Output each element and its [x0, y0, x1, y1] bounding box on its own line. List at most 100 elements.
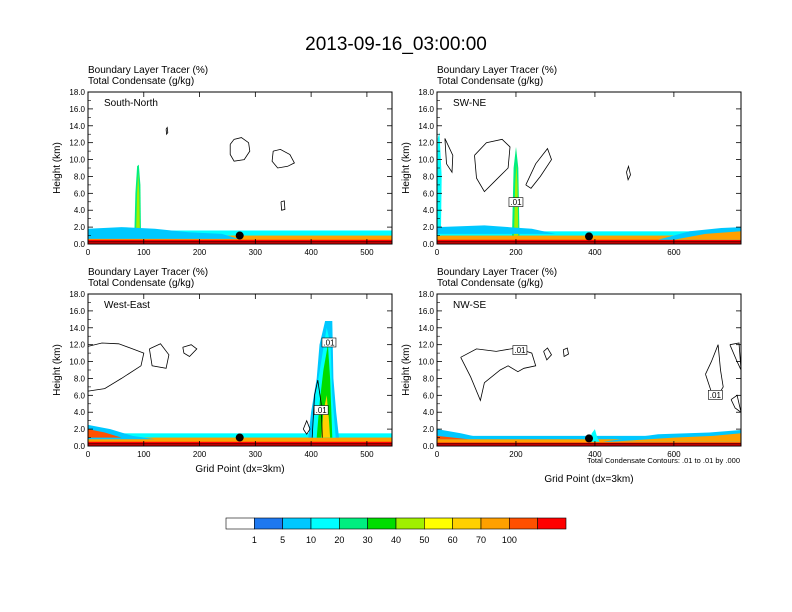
condensate-contour — [302, 419, 311, 435]
x-tick-label: 0 — [435, 248, 440, 257]
field-label-condensate: Total Condensate (g/kg) — [88, 76, 194, 87]
location-marker — [235, 433, 244, 442]
colorbar-swatch — [452, 517, 482, 530]
colorbar-label: 50 — [419, 535, 429, 545]
y-tick-label: 8.0 — [423, 172, 435, 181]
colorbar-swatch — [282, 517, 312, 530]
condensate-contour — [543, 347, 552, 361]
colorbar-label: 10 — [306, 535, 316, 545]
plot-frame — [87, 293, 393, 447]
contour-label-box — [708, 390, 723, 400]
x-tick-label: 300 — [249, 248, 263, 257]
condensate-contour — [525, 147, 552, 189]
condensate-contour — [149, 343, 170, 369]
field-label-tracer: Boundary Layer Tracer (%) — [88, 267, 208, 278]
y-axis-label: Height (km) — [401, 142, 412, 194]
x-tick-label: 0 — [86, 248, 91, 257]
y-tick-label: 6.0 — [423, 189, 435, 198]
condensate-contour — [182, 344, 198, 358]
tracer-plume — [437, 132, 442, 236]
y-axis-label: Height (km) — [52, 344, 63, 396]
colorbar-label: 5 — [280, 535, 285, 545]
colorbar-swatch — [254, 517, 283, 530]
condensate-contour — [311, 380, 323, 438]
field-label-condensate: Total Condensate (g/kg) — [437, 278, 543, 289]
figure-title: 2013-09-16_03:00:00 — [305, 34, 487, 55]
y-tick-label: 10.0 — [69, 156, 85, 165]
x-tick-label: 200 — [509, 450, 523, 459]
panel-name: NW-SE — [453, 300, 486, 311]
x-tick-label: 500 — [360, 450, 374, 459]
contour-label-box — [313, 405, 329, 415]
contour-label: .01 — [323, 338, 335, 347]
y-tick-label: 18.0 — [69, 88, 85, 97]
tracer-plume — [321, 395, 331, 438]
condensate-contour — [444, 138, 454, 174]
y-tick-label: 8.0 — [74, 374, 86, 383]
condensate-contour — [271, 148, 295, 169]
y-tick-label: 0.0 — [74, 442, 86, 451]
panel-west-east: Boundary Layer Tracer (%)Total Condensat… — [52, 267, 393, 459]
colorbar-swatch — [424, 517, 453, 530]
colorbar-label: 70 — [476, 535, 486, 545]
y-tick-label: 0.0 — [423, 442, 435, 451]
y-tick-label: 10.0 — [418, 156, 434, 165]
condensate-contour — [460, 347, 537, 402]
colorbar-swatch — [480, 517, 510, 530]
y-tick-label: 18.0 — [418, 88, 434, 97]
y-tick-label: 16.0 — [69, 307, 85, 316]
contour-label-box — [508, 197, 524, 207]
x-axis-label-west-east: Grid Point (dx=3km) — [195, 464, 284, 475]
tracer-plume — [88, 227, 239, 239]
tracer-plume — [437, 435, 469, 440]
tracer-shading — [88, 126, 392, 244]
x-tick-label: 400 — [304, 450, 318, 459]
y-tick-label: 12.0 — [418, 341, 434, 350]
y-tick-label: 4.0 — [423, 408, 435, 417]
y-tick-label: 12.0 — [69, 139, 85, 148]
y-tick-label: 14.0 — [69, 122, 85, 131]
x-tick-label: 600 — [667, 450, 681, 459]
y-tick-label: 0.0 — [423, 240, 435, 249]
y-tick-label: 8.0 — [423, 374, 435, 383]
y-tick-label: 4.0 — [74, 206, 86, 215]
y-tick-label: 14.0 — [69, 324, 85, 333]
colorbar-swatch — [310, 517, 340, 530]
y-tick-label: 16.0 — [69, 105, 85, 114]
condensate-contour — [474, 138, 511, 193]
colorbar-swatch — [395, 517, 425, 530]
colorbar-label: 100 — [502, 535, 517, 545]
colorbar-label: 40 — [391, 535, 401, 545]
contour-footnote: Total Condensate Contours: .01 to .01 by… — [587, 456, 740, 465]
tracer-shading — [437, 342, 741, 446]
field-label-condensate: Total Condensate (g/kg) — [88, 278, 194, 289]
colorbar-swatch — [367, 517, 397, 530]
panel-south-north: Boundary Layer Tracer (%)Total Condensat… — [52, 65, 393, 257]
y-tick-label: 2.0 — [423, 425, 435, 434]
y-axis-label: Height (km) — [401, 344, 412, 396]
panel-name: West-East — [104, 300, 150, 311]
y-tick-label: 12.0 — [69, 341, 85, 350]
y-tick-label: 14.0 — [418, 324, 434, 333]
x-axis-label-nw-se: Grid Point (dx=3km) — [544, 474, 633, 485]
panel-name: SW-NE — [453, 98, 486, 109]
colorbar-swatch — [537, 517, 567, 530]
tracer-shading — [437, 132, 741, 244]
y-tick-label: 2.0 — [74, 425, 86, 434]
panels: Boundary Layer Tracer (%)Total Condensat… — [52, 65, 742, 459]
condensate-contour — [88, 342, 145, 392]
tracer-plume — [437, 225, 556, 234]
panel-sw-ne: Boundary Layer Tracer (%)Total Condensat… — [401, 65, 742, 257]
contour-label-box — [321, 337, 337, 348]
x-tick-label: 0 — [435, 450, 440, 459]
colorbar-label: 20 — [334, 535, 344, 545]
plot-frame — [87, 91, 393, 245]
condensate-contour — [705, 344, 724, 396]
y-tick-label: 16.0 — [418, 105, 434, 114]
x-tick-label: 100 — [137, 450, 151, 459]
tracer-layer — [437, 442, 741, 446]
contour-label: .01 — [514, 346, 526, 355]
x-tick-label: 200 — [509, 248, 523, 257]
tracer-plume — [136, 172, 140, 236]
condensate-contour — [730, 394, 741, 413]
